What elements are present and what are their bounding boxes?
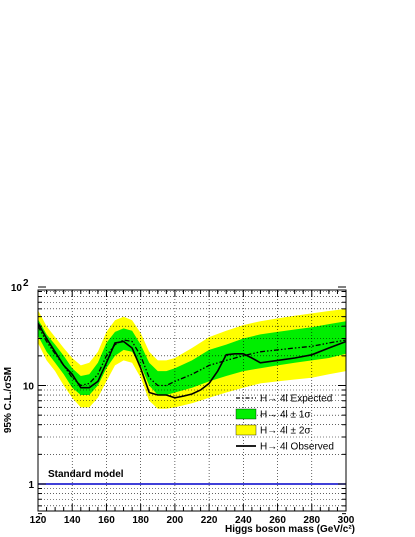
legend-label: H→ 4l ± 2σ [260,426,311,437]
x-tick-label: 140 [64,515,81,526]
x-tick-label: 220 [201,515,218,526]
x-axis-title: Higgs boson mass (GeV/c²) [225,524,355,535]
expected-line [38,325,346,387]
x-tick-label: 160 [98,515,115,526]
y-tick-label: 1 [28,480,34,491]
x-tick-label: 260 [269,515,286,526]
x-tick-label: 240 [235,515,252,526]
standard-model-label: Standard model [48,469,124,480]
x-tick-label: 280 [303,515,320,526]
y-tick-label: 10 [11,283,23,294]
x-tick-labels: 120 140 160 180 200 220 240 260 280 300 [30,515,355,526]
ticks-layer [37,286,347,515]
legend-label: H→ 4l Expected [260,394,332,405]
x-tick-label: 200 [167,515,184,526]
x-tick-label: 300 [338,515,355,526]
y-axis-title: 95% C.L./σSM [3,367,14,433]
observed-line [38,322,346,399]
legend: H→ 4l Expected H→ 4l ± 1σ H→ 4l ± 2σ H→ 4l … [235,394,334,453]
legend-symbol-1sigma [235,408,257,420]
grid-layer [38,290,346,511]
legend-label: H→ 4l Observed [260,442,334,453]
lines-layer [38,322,346,485]
legend-label: H→ 4l ± 1σ [260,410,311,421]
x-tick-label: 180 [132,515,149,526]
y-tick-label: 10 [23,382,35,393]
legend-symbol-2sigma [235,424,257,436]
x-tick-label: 120 [30,515,47,526]
y-tick-label-exponent: 2 [23,278,29,289]
